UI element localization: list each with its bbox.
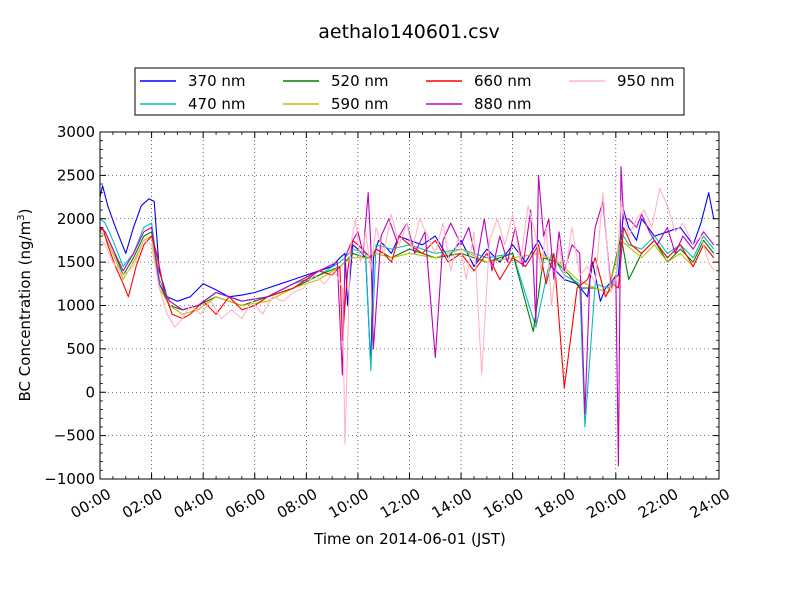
- legend-label: 950 nm: [617, 72, 675, 90]
- legend-box: [134, 67, 685, 116]
- y-tick-label: 1000: [57, 297, 95, 315]
- y-tick-label: 3000: [57, 123, 95, 141]
- legend-label: 880 nm: [474, 95, 532, 113]
- y-axis-label-end: ): [16, 209, 34, 215]
- y-tick-label: −500: [54, 427, 95, 445]
- y-tick-label: 500: [66, 340, 95, 358]
- y-axis-label-superscript: 3: [16, 214, 27, 220]
- x-axis-label: Time on 2014-06-01 (JST): [313, 530, 506, 548]
- y-axis-label-main: BC Concentration (ng/m: [16, 221, 34, 402]
- legend-label: 660 nm: [474, 72, 532, 90]
- series-line-370-nm: [99, 185, 715, 367]
- series-line-470-nm: [99, 218, 715, 428]
- legend-label: 590 nm: [331, 95, 389, 113]
- y-tick-label: 2000: [57, 210, 95, 228]
- legend-label: 470 nm: [188, 95, 246, 113]
- y-tick-label: −1000: [44, 470, 95, 488]
- series-line-950-nm: [99, 187, 715, 445]
- y-tick-label: 1500: [57, 253, 95, 271]
- legend-label: 520 nm: [331, 72, 389, 90]
- y-tick-label: 2500: [57, 166, 95, 184]
- legend-label: 370 nm: [188, 72, 246, 90]
- y-axis-label: BC Concentration (ng/m3): [16, 209, 34, 402]
- legend: 370 nm 520 nm 660 nm 950 nm 470 nm 590 nm 880 …: [134, 67, 685, 116]
- y-tick-label: 0: [85, 383, 95, 401]
- y-axis-tick-labels: −1000 −500 0 500 1000 1500 2000 2500 3000: [44, 123, 95, 488]
- plot-lines: [99, 166, 715, 467]
- chart-title: aethalo140601.csv: [318, 21, 500, 43]
- series-line-880-nm: [99, 166, 715, 467]
- axis-ticks: [99, 131, 720, 480]
